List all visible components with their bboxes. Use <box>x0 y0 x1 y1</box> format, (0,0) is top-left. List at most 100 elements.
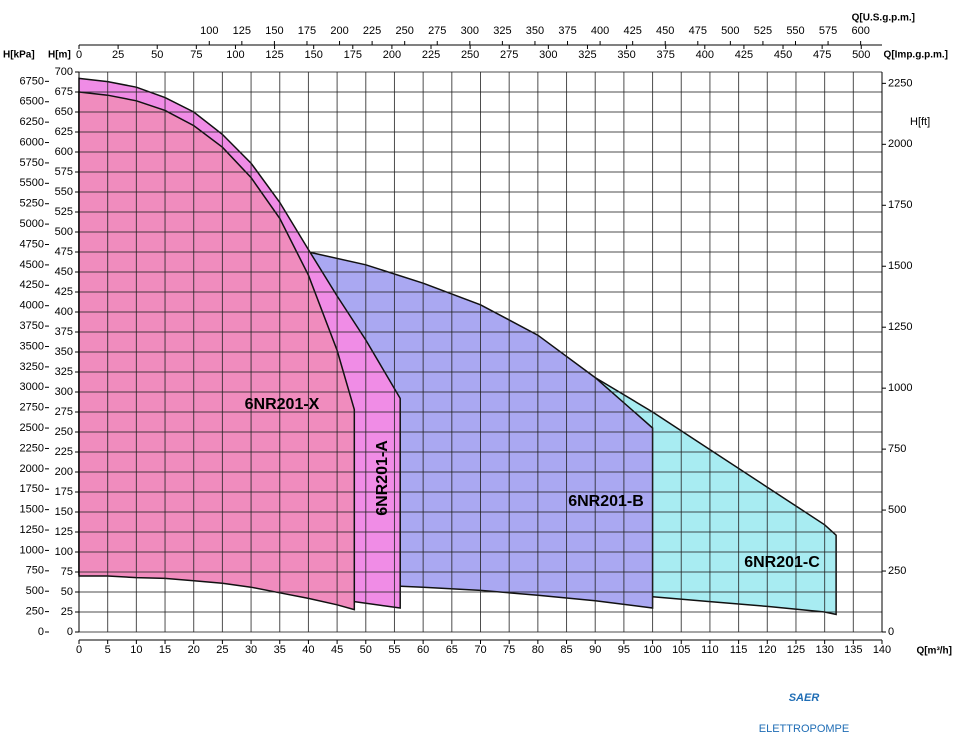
us-tick-label: 500 <box>721 25 739 37</box>
kpa-tick-label: 1000 <box>20 544 44 556</box>
us-tick-label: 225 <box>363 25 381 37</box>
kpa-tick-label: 6750 <box>20 75 44 87</box>
x-tick-label: 75 <box>503 644 515 656</box>
imp-tick-label: 375 <box>657 49 675 61</box>
x-tick-label: 115 <box>730 644 748 656</box>
y-tick-label: 475 <box>55 246 73 258</box>
y-tick-label: 150 <box>55 506 73 518</box>
imp-tick-label: 75 <box>190 49 202 61</box>
imp-tick-label: 100 <box>226 49 244 61</box>
x-tick-label: 55 <box>388 644 400 656</box>
kpa-tick-label: 5000 <box>20 218 44 230</box>
us-tick-label: 600 <box>851 25 869 37</box>
x-tick-label: 0 <box>76 644 82 656</box>
ft-tick-label: 0 <box>888 626 894 638</box>
x-tick-label: 30 <box>245 644 257 656</box>
imp-tick-label: 200 <box>383 49 401 61</box>
ft-tick-label: 1500 <box>888 260 912 272</box>
y-tick-label: 325 <box>55 366 73 378</box>
x-tick-label: 100 <box>643 644 661 656</box>
us-tick-label: 400 <box>591 25 609 37</box>
ft-tick-label: 1750 <box>888 199 912 211</box>
y-tick-label: 50 <box>61 586 73 598</box>
kpa-tick-label: 6500 <box>20 96 44 108</box>
y-tick-label: 250 <box>55 426 73 438</box>
imp-tick-label: 500 <box>852 49 870 61</box>
imp-tick-label: 150 <box>304 49 322 61</box>
x-tick-label: 40 <box>302 644 314 656</box>
x-tick-label: 110 <box>701 644 719 656</box>
y-tick-label: 425 <box>55 286 73 298</box>
y-tick-label: 25 <box>61 606 73 618</box>
us-tick-label: 450 <box>656 25 674 37</box>
x-tick-label: 10 <box>130 644 142 656</box>
imp-tick-label: 50 <box>151 49 163 61</box>
us-tick-label: 125 <box>233 25 251 37</box>
y-tick-label: 375 <box>55 326 73 338</box>
kpa-tick-label: 2000 <box>20 463 44 475</box>
imp-tick-label: 425 <box>735 49 753 61</box>
x-tick-label: 135 <box>844 644 862 656</box>
kpa-tick-label: 2750 <box>20 402 44 414</box>
area <box>78 91 356 611</box>
imp-tick-label: 400 <box>696 49 714 61</box>
logo-subtitle: ELETTROPOMPE <box>759 723 849 735</box>
kpa-tick-label: 3750 <box>20 320 44 332</box>
us-tick-label: 150 <box>265 25 283 37</box>
imp-tick-label: 475 <box>813 49 831 61</box>
y-tick-label: 700 <box>55 66 73 78</box>
ft-axis-title: H[ft] <box>910 116 930 128</box>
x-tick-label: 140 <box>873 644 891 656</box>
x-tick-label: 5 <box>105 644 111 656</box>
x-tick-label: 35 <box>274 644 286 656</box>
y-tick-label: 450 <box>55 266 73 278</box>
kpa-tick-label: 1750 <box>20 483 44 495</box>
x-tick-label: 80 <box>532 644 544 656</box>
ft-tick-label: 2000 <box>888 138 912 150</box>
kpa-tick-label: 6000 <box>20 136 44 148</box>
imp-tick-label: 275 <box>500 49 518 61</box>
kpa-tick-label: 500 <box>26 585 44 597</box>
ft-tick-label: 1250 <box>888 321 912 333</box>
us-tick-label: 300 <box>461 25 479 37</box>
kpa-tick-label: 1250 <box>20 524 44 536</box>
kpa-tick-label: 6250 <box>20 116 44 128</box>
imp-tick-label: 325 <box>578 49 596 61</box>
series-label: 6NR201-B <box>568 493 644 510</box>
us-axis-title: Q[U.S.g.p.m.] <box>852 13 915 24</box>
kpa-tick-label: 250 <box>26 606 44 618</box>
x-tick-label: 90 <box>589 644 601 656</box>
x-tick-label: 130 <box>815 644 833 656</box>
us-tick-label: 325 <box>493 25 511 37</box>
kpa-tick-label: 2500 <box>20 422 44 434</box>
y-tick-label: 275 <box>55 406 73 418</box>
y-tick-label: 600 <box>55 146 73 158</box>
imp-tick-label: 300 <box>539 49 557 61</box>
us-tick-label: 575 <box>819 25 837 37</box>
imp-axis-title: Q[Imp.g.p.m.] <box>884 50 948 61</box>
kpa-tick-label: 5250 <box>20 198 44 210</box>
x-tick-label: 20 <box>188 644 200 656</box>
kpa-tick-label: 3000 <box>20 381 44 393</box>
x-tick-label: 125 <box>787 644 805 656</box>
us-tick-label: 200 <box>330 25 348 37</box>
y-tick-label: 200 <box>55 466 73 478</box>
y-tick-label: 550 <box>55 186 73 198</box>
ft-tick-label: 1000 <box>888 382 912 394</box>
y-tick-label: 350 <box>55 346 73 358</box>
y-tick-label: 675 <box>55 86 73 98</box>
kpa-tick-label: 4250 <box>20 279 44 291</box>
x-tick-label: 70 <box>474 644 486 656</box>
x-tick-label: 15 <box>159 644 171 656</box>
ft-tick-label: 2250 <box>888 77 912 89</box>
y-tick-label: 625 <box>55 126 73 138</box>
y-tick-label: 75 <box>61 566 73 578</box>
us-tick-label: 550 <box>786 25 804 37</box>
kpa-tick-label: 4500 <box>20 259 44 271</box>
us-tick-label: 350 <box>526 25 544 37</box>
us-tick-label: 425 <box>623 25 641 37</box>
kpa-tick-label: 5750 <box>20 157 44 169</box>
us-tick-label: 525 <box>754 25 772 37</box>
kpa-tick-label: 2250 <box>20 442 44 454</box>
